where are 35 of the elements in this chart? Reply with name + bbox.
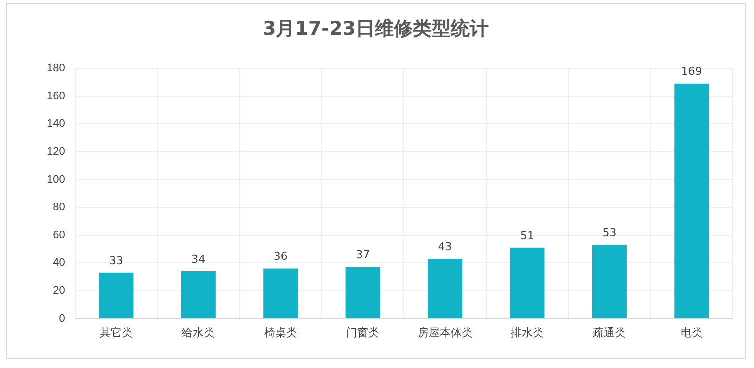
data-label: 51 [520,229,534,242]
bar [592,245,627,318]
x-tick-label: 排水类 [510,326,544,340]
y-tick-label: 60 [53,229,66,242]
bar [674,84,710,318]
x-tick-label: 房屋本体类 [418,326,473,340]
data-label: 43 [438,240,452,254]
y-tick-label: 80 [53,202,66,214]
bar [181,272,216,318]
y-tick-label: 120 [46,146,66,158]
x-tick-label: 椅桌类 [264,326,298,340]
chart-title: 3月17-23日维修类型统计 [262,17,490,42]
y-tick-label: 100 [46,174,66,186]
x-tick-label: 其它类 [100,326,133,340]
bar [99,272,134,318]
data-label: 36 [274,250,288,264]
bar [346,267,380,318]
bar [428,259,463,318]
y-tick-label: 40 [53,257,66,270]
y-tick-label: 180 [46,62,66,75]
y-tick-label: 0 [59,312,66,325]
y-tick-label: 160 [46,90,66,102]
bar [264,268,298,318]
y-tick-label: 140 [46,118,66,130]
data-label: 53 [602,226,617,240]
data-label: 37 [356,248,370,262]
data-label: 33 [109,254,124,268]
x-tick-label: 给水类 [182,326,216,340]
y-tick-label: 20 [53,285,66,298]
x-tick-label: 门窗类 [346,326,380,340]
x-tick-label: 疏通类 [593,326,626,340]
bar [510,248,545,318]
x-tick-label: 电类 [680,326,703,340]
data-label: 34 [192,252,206,266]
data-label: 169 [681,65,702,78]
